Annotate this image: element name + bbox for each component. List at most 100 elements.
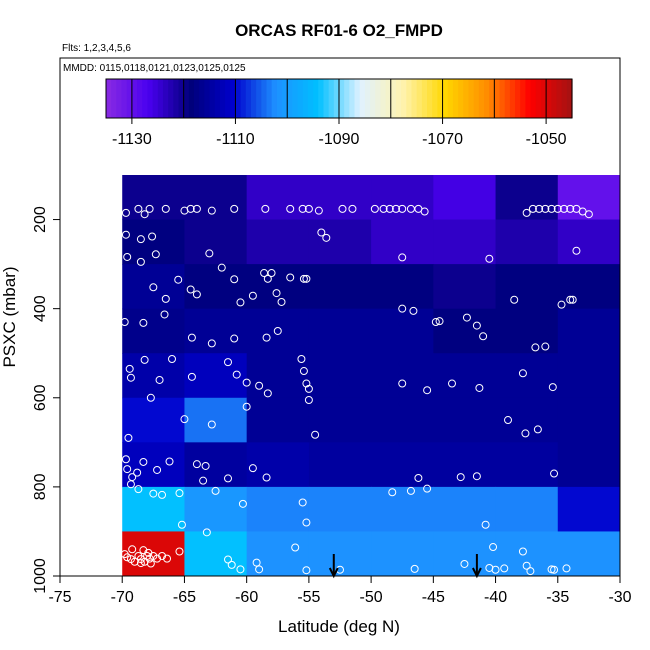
data-point bbox=[149, 283, 158, 292]
data-point bbox=[123, 553, 132, 562]
heatmap-cell bbox=[122, 442, 185, 488]
colorbar-segment bbox=[302, 79, 309, 118]
x-tick-label: -65 bbox=[173, 589, 196, 606]
heatmap-cell bbox=[308, 397, 372, 443]
colorbar-segment bbox=[494, 79, 501, 118]
data-point bbox=[392, 204, 400, 213]
colorbar-segment bbox=[344, 79, 350, 118]
data-point bbox=[420, 207, 429, 216]
heatmap-cell bbox=[557, 397, 621, 443]
data-point bbox=[186, 204, 195, 213]
colorbar-segment bbox=[406, 79, 413, 118]
heatmap-cell bbox=[246, 353, 310, 399]
data-point bbox=[456, 473, 465, 482]
heatmap-cell bbox=[557, 264, 621, 310]
colorbar-segment bbox=[188, 79, 195, 118]
data-point bbox=[224, 474, 232, 483]
colorbar-segment bbox=[126, 79, 133, 118]
data-point bbox=[158, 551, 167, 560]
data-point bbox=[261, 204, 270, 213]
data-point bbox=[121, 208, 130, 217]
data-point bbox=[584, 210, 593, 219]
data-point bbox=[462, 313, 471, 322]
data-point bbox=[409, 306, 418, 315]
heatmap-cell bbox=[495, 308, 559, 354]
data-point bbox=[217, 263, 226, 272]
colorbar-segment bbox=[380, 79, 387, 118]
colorbar-segment bbox=[282, 79, 288, 118]
data-point bbox=[174, 275, 183, 284]
data-point bbox=[186, 285, 195, 294]
heatmap-cell bbox=[308, 175, 372, 221]
data-point bbox=[230, 204, 239, 213]
heatmap-cell bbox=[495, 219, 559, 265]
data-point bbox=[158, 490, 167, 499]
colorbar-segment bbox=[276, 79, 283, 118]
x-tick-label: -40 bbox=[484, 589, 507, 606]
data-point bbox=[566, 204, 575, 213]
data-point bbox=[423, 386, 432, 395]
colorbar-segment bbox=[370, 79, 376, 118]
data-point bbox=[533, 425, 542, 434]
data-point bbox=[379, 204, 388, 213]
data-point bbox=[128, 545, 137, 554]
data-point bbox=[139, 546, 148, 555]
heatmap-cell bbox=[495, 486, 559, 532]
colorbar-segment bbox=[245, 79, 252, 118]
colorbar-segment bbox=[240, 79, 247, 118]
data-point bbox=[398, 304, 407, 313]
data-point bbox=[263, 274, 272, 283]
data-point bbox=[145, 204, 154, 213]
data-point bbox=[121, 230, 130, 239]
data-point bbox=[248, 291, 257, 300]
colorbar-segment bbox=[468, 79, 475, 118]
heatmap-cell bbox=[184, 531, 248, 577]
data-point bbox=[227, 560, 236, 569]
colorbar-segment bbox=[535, 79, 542, 118]
data-point bbox=[568, 295, 577, 304]
colorbar-segment bbox=[483, 79, 490, 118]
colorbar-segment bbox=[131, 79, 138, 118]
data-point bbox=[304, 396, 313, 405]
heatmap-cell bbox=[122, 397, 185, 443]
heatmap-cell bbox=[122, 175, 185, 221]
colorbar-segment bbox=[199, 79, 205, 118]
data-point bbox=[302, 518, 311, 527]
heatmap-cell bbox=[184, 308, 248, 354]
heatmap-cell bbox=[371, 219, 434, 265]
colorbar-segment bbox=[354, 79, 361, 118]
data-point bbox=[202, 528, 211, 537]
data-point bbox=[192, 290, 201, 299]
data-point bbox=[472, 472, 481, 481]
data-point bbox=[286, 273, 295, 282]
data-point bbox=[230, 334, 239, 343]
data-point bbox=[550, 469, 559, 478]
data-point bbox=[199, 476, 208, 485]
colorbar-segment bbox=[395, 79, 402, 118]
heatmap-cell bbox=[433, 219, 497, 265]
data-point bbox=[134, 204, 143, 213]
data-point bbox=[431, 318, 440, 327]
x-tick-label: -35 bbox=[546, 589, 569, 606]
heatmap-cell bbox=[371, 442, 434, 488]
heatmap-cell bbox=[184, 264, 248, 310]
data-point bbox=[521, 429, 530, 438]
colorbar-tick-label: -1050 bbox=[526, 131, 567, 148]
data-point bbox=[272, 289, 281, 298]
colorbar-segment bbox=[271, 79, 278, 118]
data-point bbox=[410, 564, 419, 573]
data-point bbox=[562, 564, 571, 573]
data-point bbox=[262, 473, 271, 482]
heatmap-cell bbox=[184, 442, 248, 488]
data-point bbox=[255, 381, 264, 390]
data-point bbox=[398, 379, 407, 388]
heatmap-cell bbox=[122, 531, 185, 577]
chart-title: ORCAS RF01-6 O2_FMPD bbox=[235, 21, 443, 40]
data-point bbox=[273, 326, 282, 335]
data-point bbox=[311, 430, 320, 439]
colorbar-tick-label: -1090 bbox=[319, 131, 360, 148]
colorbar-segment bbox=[307, 79, 314, 118]
colorbar-segment bbox=[162, 79, 169, 118]
colorbar-segment bbox=[313, 79, 319, 118]
x-tick-label: -70 bbox=[111, 589, 134, 606]
